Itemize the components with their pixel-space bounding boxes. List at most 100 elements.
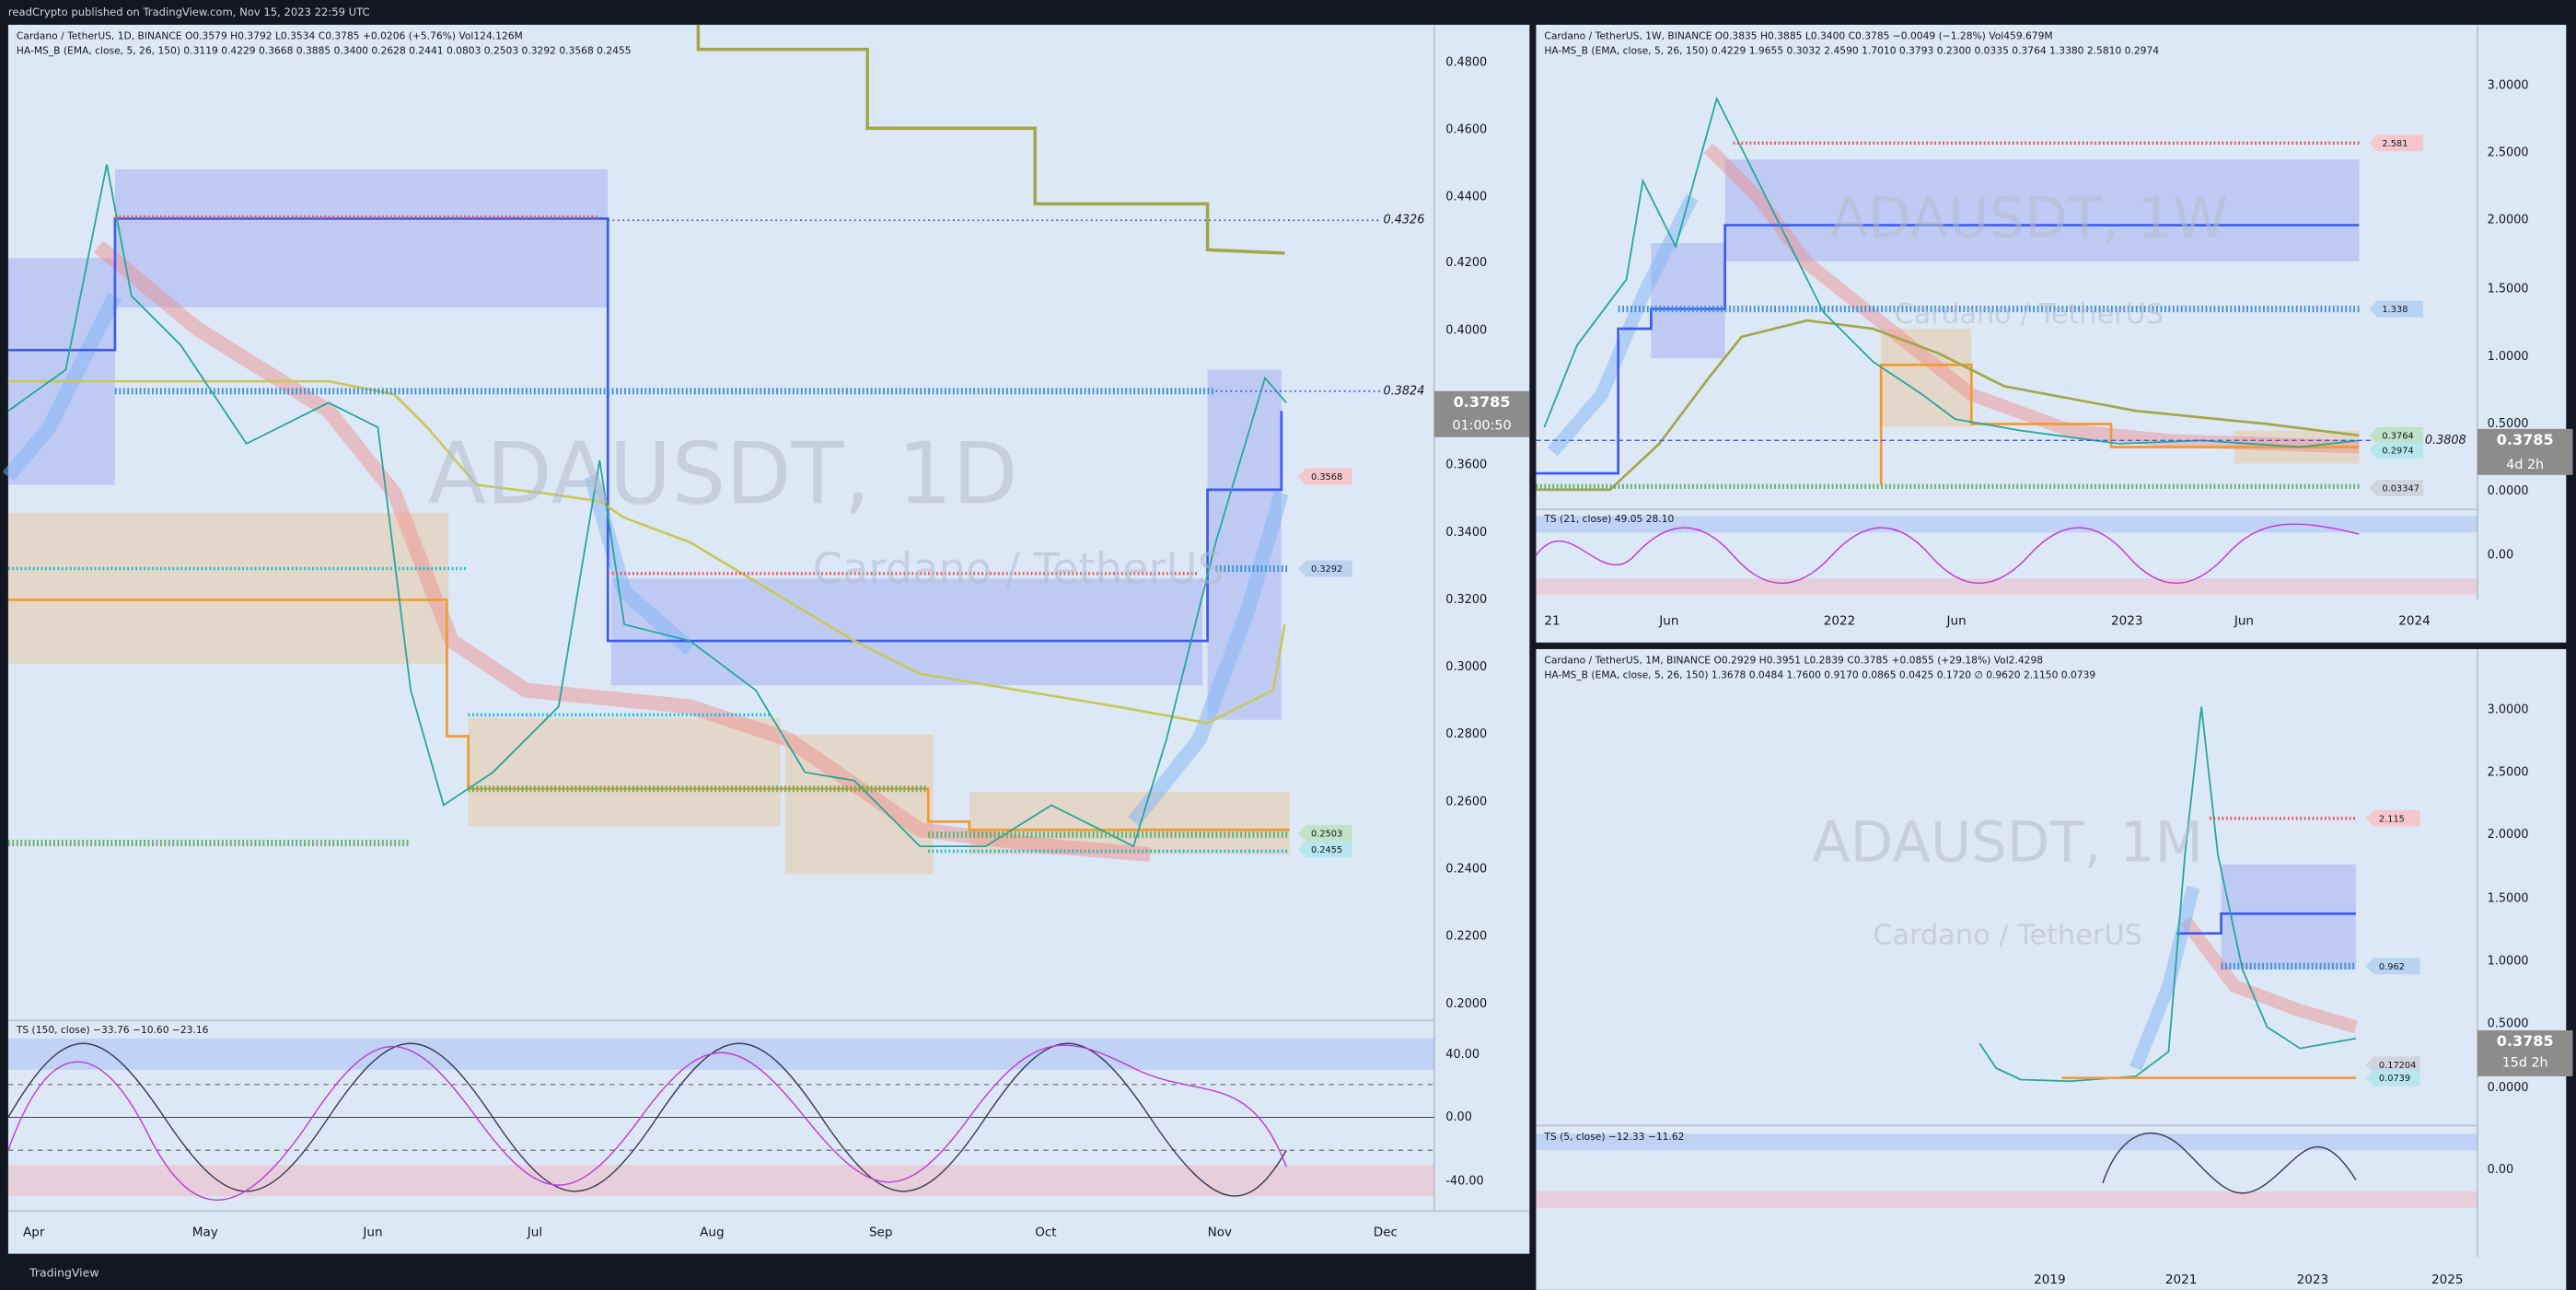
- legend-line: HA-MS_B (EMA, close, 5, 26, 150) 1.3678 …: [1544, 669, 2095, 681]
- price-tag: [2365, 958, 2420, 975]
- time-axis-label: Oct: [1035, 1225, 1056, 1239]
- watermark-symbol: ADAUSDT, 1W: [1830, 187, 2228, 251]
- price-tag: [1297, 468, 1352, 485]
- watermark-symbol: ADAUSDT, 1D: [428, 424, 1018, 524]
- price-tag-label: 2.581: [2382, 139, 2408, 149]
- price-axis-label: 0.4400: [1445, 191, 1487, 204]
- panel-1d: [7, 24, 1530, 1254]
- price-tag-label: 0.2974: [2382, 447, 2413, 457]
- oscillator-axis-label: 0.00: [2488, 1163, 2514, 1177]
- time-axis-label: 2021: [2165, 1273, 2197, 1287]
- price-axis-label: 0.3200: [1445, 593, 1487, 607]
- price-axis-label: 0.5000: [2488, 417, 2529, 431]
- oscillator-axis-label: 0.00: [2488, 549, 2514, 563]
- line-label: 0.3808: [2425, 434, 2466, 447]
- price-tag-label: 2.115: [2379, 814, 2405, 824]
- price-tag-label: 0.3292: [1311, 564, 1342, 575]
- watermark-symbol: ADAUSDT, 1M: [1812, 811, 2203, 876]
- legend-line: Cardano / TetherUS, 1W, BINANCE O0.3835 …: [1544, 29, 2052, 41]
- legend-line: HA-MS_B (EMA, close, 5, 26, 150) 0.4229 …: [1544, 44, 2159, 56]
- price-axis-label: 2.0000: [2488, 214, 2529, 227]
- price-tag: [2369, 480, 2424, 497]
- time-axis-label: 2023: [2111, 614, 2142, 629]
- footer-brand: TradingView: [29, 1266, 99, 1280]
- price-axis-label: 0.2200: [1445, 930, 1487, 944]
- countdown: 15d 2h: [2502, 1056, 2548, 1071]
- time-axis-label: Aug: [700, 1225, 724, 1239]
- price-tag-label: 0.0739: [2379, 1074, 2410, 1084]
- price-axis-label: 0.2400: [1445, 863, 1487, 877]
- price-axis-label: 0.0000: [2488, 1081, 2529, 1095]
- price-tag-label: 0.3568: [1311, 472, 1342, 482]
- price-tag-label: 0.962: [2379, 962, 2405, 972]
- line-label: 0.3824: [1383, 384, 1424, 398]
- price-tag-label: 0.3764: [2382, 432, 2413, 442]
- price-tag: [2369, 134, 2424, 152]
- price-tag: [2365, 809, 2420, 827]
- time-axis-label: 2019: [2034, 1273, 2065, 1287]
- price-axis-label: 2.5000: [2488, 146, 2529, 160]
- price-axis-label: 3.0000: [2488, 703, 2529, 716]
- price-tag: [2369, 300, 2424, 318]
- price-axis-label: 0.2600: [1445, 795, 1487, 808]
- chart-drawings: [1536, 706, 2477, 1208]
- price-tag-label: 0.2503: [1311, 829, 1342, 839]
- price-axis-label: 2.0000: [2488, 828, 2529, 842]
- chart-drawings: [2, 24, 1434, 1201]
- watermark-name: Cardano / TetherUS: [1895, 298, 2164, 331]
- oscillator-legend: TS (150, close) −33.76 −10.60 −23.16: [16, 1024, 209, 1036]
- time-axis-label: May: [192, 1225, 218, 1239]
- watermark-name: Cardano / TetherUS: [813, 544, 1224, 594]
- time-axis-label: Jun: [1658, 614, 1678, 629]
- panel-1w: [1536, 24, 2567, 643]
- time-axis-label: 2023: [2297, 1273, 2328, 1287]
- price-tag: [1297, 841, 1352, 858]
- time-axis-label: Nov: [1208, 1225, 1232, 1239]
- countdown: 4d 2h: [2506, 458, 2544, 472]
- price-axis-label: 2.5000: [2488, 765, 2529, 779]
- price-axis-label: 0.0000: [2488, 484, 2529, 498]
- current-price-tag: [1433, 390, 1530, 437]
- price-axis-label: 1.0000: [2488, 955, 2529, 969]
- price-axis-label: 0.2800: [1445, 727, 1487, 741]
- header-text: readCrypto published on TradingView.com,…: [8, 6, 370, 18]
- price-axis-label: 0.4800: [1445, 55, 1487, 69]
- price-tag-label: 1.338: [2382, 305, 2408, 315]
- oscillator-legend: TS (5, close) −12.33 −11.62: [1543, 1131, 1684, 1143]
- oscillator-axis-label: 40.00: [1445, 1048, 1479, 1062]
- time-axis-label: Sep: [869, 1225, 893, 1239]
- price-axis-label: 1.5000: [2488, 283, 2529, 296]
- price-tag: [1297, 560, 1352, 577]
- time-axis-label: 21: [1544, 614, 1560, 629]
- price-axis-label: 0.2000: [1445, 997, 1487, 1011]
- time-axis-label: Apr: [23, 1225, 45, 1239]
- time-axis-label: Jun: [362, 1225, 382, 1239]
- price-axis-label: 0.4200: [1445, 256, 1487, 270]
- time-axis-label: 2025: [2431, 1273, 2463, 1287]
- price-tag-label: 0.2455: [1311, 845, 1342, 855]
- time-axis-label: Jul: [527, 1225, 542, 1239]
- oscillator-axis-label: -40.00: [1445, 1175, 1483, 1189]
- time-axis-label: Jun: [2234, 614, 2254, 629]
- price-axis-label: 0.3400: [1445, 526, 1487, 540]
- countdown: 01:00:50: [1453, 418, 1512, 433]
- price-axis-label: 0.3600: [1445, 459, 1487, 472]
- price-axis-label: 3.0000: [2488, 78, 2529, 92]
- price-axis-label: 0.4000: [1445, 323, 1487, 337]
- price-tag-label: 0.03347: [2382, 484, 2419, 494]
- price-axis-label: 1.0000: [2488, 350, 2529, 364]
- time-axis-label: 2024: [2398, 614, 2430, 629]
- price-axis-label: 1.5000: [2488, 892, 2529, 906]
- price-axis-label: 0.5000: [2488, 1017, 2529, 1030]
- price-tag: [2369, 427, 2424, 444]
- price-axis-label: 0.4600: [1445, 123, 1487, 137]
- time-axis-label: 2022: [1824, 614, 1855, 629]
- price-axis-label: 0.3000: [1445, 660, 1487, 674]
- price-tag: [2365, 1056, 2420, 1074]
- legend-line: HA-MS_B (EMA, close, 5, 26, 150) 0.3119 …: [17, 44, 632, 56]
- line-label: 0.4326: [1383, 214, 1424, 227]
- price-tag: [1297, 824, 1352, 842]
- current-price: 0.3785: [2497, 1032, 2554, 1050]
- price-tag: [2365, 1069, 2420, 1087]
